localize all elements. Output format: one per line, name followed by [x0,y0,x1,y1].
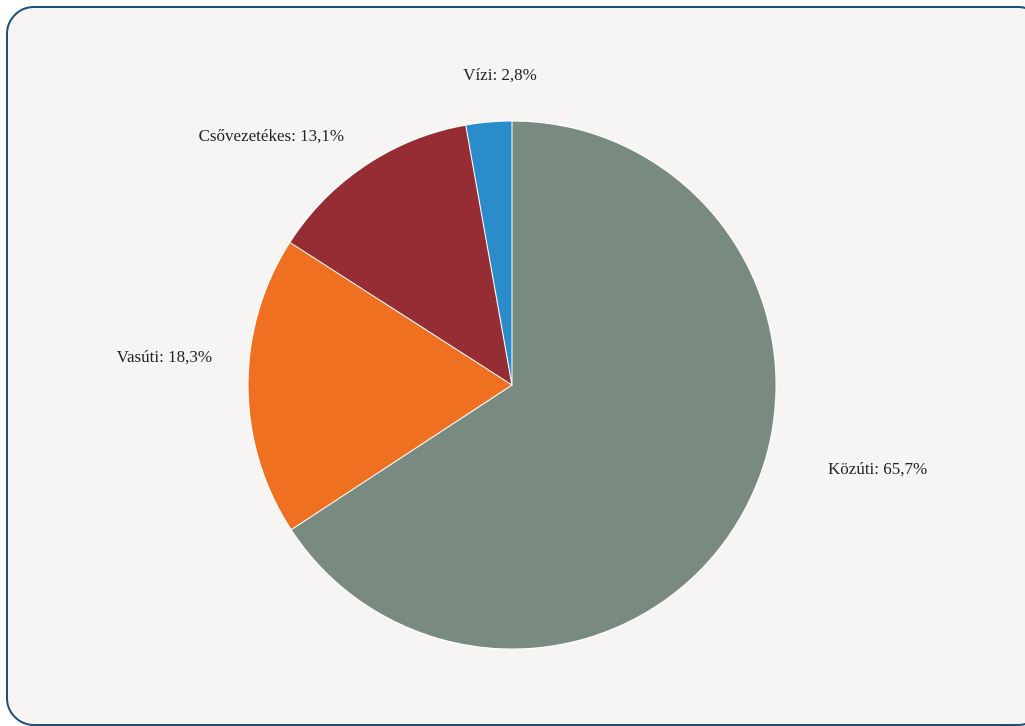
pie-slice-vízi [465,120,513,386]
pie-slices [247,120,777,650]
pie-label-vízi: Vízi: 2,8% [463,65,537,84]
pie-slice-vasúti [247,241,513,531]
pie-label-közúti: Közúti: 65,7% [828,459,927,478]
pie-labels: Közúti: 65,7% Vasúti: 18,3% Csővezetékes: … [117,65,928,478]
pie-label-vasúti: Vasúti: 18,3% [117,347,212,366]
pie-chart: Közúti: 65,7% Vasúti: 18,3% Csővezetékes: … [117,65,928,650]
pie-label-csővezetékes: Csővezetékes: 13,1% [199,126,344,145]
pie-slice-csővezetékes [289,124,513,387]
pie-slice-közúti [290,120,777,650]
